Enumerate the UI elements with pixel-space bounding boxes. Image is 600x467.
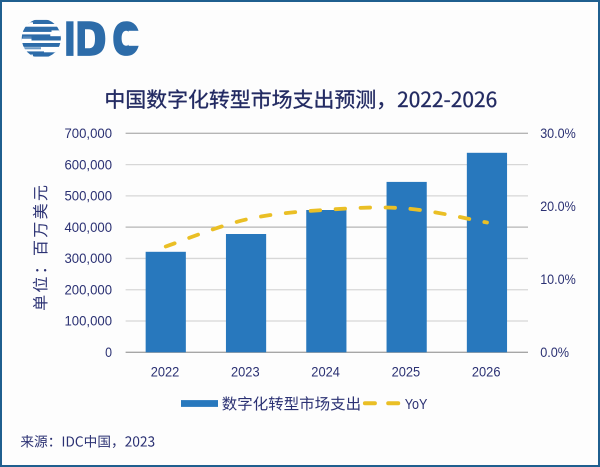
- svg-text:YoY: YoY: [405, 397, 428, 413]
- svg-text:200,000: 200,000: [65, 281, 113, 297]
- svg-text:0: 0: [105, 344, 112, 360]
- svg-text:20.0%: 20.0%: [540, 198, 576, 214]
- svg-text:2023: 2023: [231, 363, 260, 379]
- svg-text:30.0%: 30.0%: [540, 125, 576, 141]
- svg-text:100,000: 100,000: [65, 313, 113, 329]
- svg-text:2025: 2025: [392, 363, 421, 379]
- svg-text:600,000: 600,000: [65, 156, 113, 172]
- svg-text:2026: 2026: [472, 363, 501, 379]
- svg-text:2022: 2022: [151, 363, 180, 379]
- svg-text:300,000: 300,000: [65, 250, 113, 266]
- svg-text:2024: 2024: [311, 363, 340, 379]
- svg-text:10.0%: 10.0%: [540, 271, 576, 287]
- svg-text:0.0%: 0.0%: [540, 344, 569, 360]
- svg-text:400,000: 400,000: [65, 219, 113, 235]
- svg-text:700,000: 700,000: [65, 125, 113, 141]
- svg-text:500,000: 500,000: [65, 188, 113, 204]
